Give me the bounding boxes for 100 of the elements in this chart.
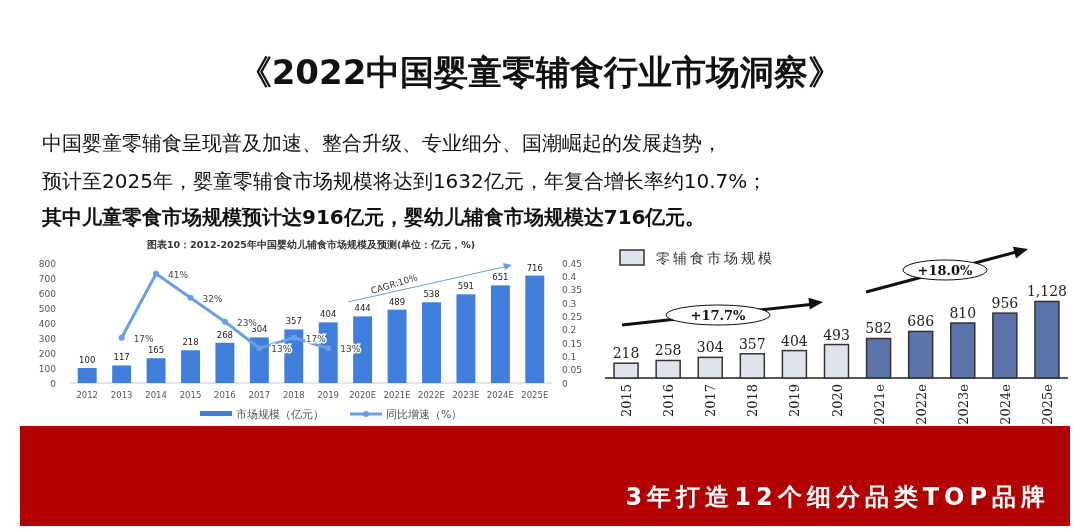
x-tick-label: 2015 (179, 390, 202, 400)
x-tick-label: 2020 (829, 384, 845, 418)
x-tick-label: 2023e (955, 383, 971, 425)
data-label: 1,128 (1026, 283, 1067, 300)
x-tick-label: 2022E (417, 390, 446, 400)
x-tick-label: 2019 (787, 384, 803, 418)
bar (215, 342, 235, 383)
x-tick-label: 2025E (521, 390, 549, 400)
data-label: 218 (612, 345, 640, 362)
y2-tick-label: 0.2 (562, 325, 577, 336)
annotation: +17.7% (690, 308, 747, 323)
text: 预计至2025年，婴童零辅食市场规模将达到1632亿元，年复合增长率约10.7%； (42, 169, 768, 193)
text: 其中儿童零食市场规模预计达916亿元，婴幼儿辅食市场规模达716亿元。 (41, 205, 706, 229)
bar (77, 368, 97, 383)
text: 3年打造12个细分品类TOP品牌 (625, 483, 1050, 511)
data-label: 117 (113, 352, 130, 363)
data-label: 493 (823, 326, 850, 343)
bar (249, 337, 269, 383)
bar (146, 358, 166, 383)
x-tick-label: 2016 (661, 384, 677, 418)
data-label: 810 (949, 305, 977, 322)
x-tick-label: 2025e (1039, 383, 1055, 425)
y2-tick-label: 0 (562, 378, 568, 389)
x-tick-label: 2017 (248, 390, 271, 400)
x-tick-label: 2020E (349, 390, 377, 400)
point (325, 345, 332, 352)
bar (422, 302, 441, 383)
data-label: 444 (354, 303, 371, 314)
legend-label: 同比增速（%） (386, 408, 463, 421)
bar (992, 312, 1018, 379)
y2-tick-label: 0.25 (562, 311, 583, 322)
point (256, 345, 263, 352)
y2-tick-label: 0.3 (562, 298, 577, 309)
y-tick-label: 600 (38, 288, 57, 299)
bar (112, 365, 132, 383)
y2-tick-label: 0.15 (562, 338, 583, 349)
y-tick-label: 0 (50, 378, 57, 389)
data-label: 591 (457, 281, 475, 292)
y-tick-label: 100 (38, 363, 57, 374)
data-label: 17% (133, 333, 155, 344)
bar (739, 353, 766, 379)
x-tick-label: 2021E (383, 390, 411, 400)
y2-tick-label: 0.4 (562, 271, 577, 282)
x-tick-label: 2023E (452, 390, 480, 400)
data-label: 268 (216, 329, 234, 340)
y2-tick-label: 0.1 (562, 351, 577, 362)
x-tick-label: 2015 (619, 384, 635, 418)
text: +18.0% (917, 263, 974, 278)
x-tick-label: 2024E (486, 390, 514, 400)
data-label: 489 (388, 296, 406, 307)
legend-label: 零辅食市场规模 (656, 250, 775, 266)
y-tick-label: 800 (38, 258, 57, 269)
y2-tick-label: 0.35 (562, 285, 583, 296)
data-label: 404 (781, 332, 808, 349)
x-tick-label: 2018 (745, 384, 761, 418)
chart-title: 图表10：2012-2025年中国婴幼儿辅食市场规模及预测(单位：亿元，%) (146, 239, 476, 250)
x-tick-label: 2019 (317, 390, 340, 400)
bar (613, 362, 639, 379)
x-tick-label: 2013 (110, 390, 133, 400)
text: 中国婴童零辅食呈现普及加速、整合升级、专业细分、国潮崛起的发展趋势， (42, 131, 722, 155)
y-tick-label: 300 (38, 333, 57, 344)
y-tick-label: 700 (38, 273, 57, 284)
data-label: 218 (182, 337, 199, 348)
data-label: 404 (320, 309, 337, 320)
y-tick-label: 200 (38, 348, 57, 359)
bar (1034, 300, 1060, 379)
data-label: 716 (526, 262, 543, 273)
y-tick-label: 500 (38, 303, 57, 314)
x-tick-label: 2022e (913, 383, 929, 425)
point (118, 334, 125, 341)
x-tick-label: 2017 (703, 384, 719, 418)
x-tick-label: 2021e (871, 383, 887, 425)
data-label: 304 (696, 339, 724, 356)
legend-label: 市场规模（亿元） (236, 408, 324, 421)
data-label: 582 (865, 320, 892, 337)
x-tick-label: 2012 (76, 390, 99, 400)
point (221, 318, 228, 325)
data-label: 651 (492, 272, 509, 283)
bar (697, 356, 723, 379)
y2-tick-label: 0.05 (562, 365, 583, 376)
bar (655, 359, 681, 379)
bar (490, 285, 510, 383)
point (153, 270, 160, 277)
x-tick-label: 2024e (997, 383, 1013, 425)
bar (823, 343, 850, 379)
bar (907, 330, 934, 379)
data-label: 357 (738, 335, 766, 352)
bar (525, 275, 545, 383)
bar (181, 350, 200, 383)
bar (865, 337, 892, 379)
data-label: 686 (907, 313, 935, 330)
x-tick-label: 2016 (214, 390, 236, 400)
point (290, 334, 297, 341)
bar (387, 309, 407, 383)
bar (456, 294, 476, 383)
data-label: 41% (168, 269, 189, 280)
y-tick-label: 400 (38, 318, 57, 329)
bar (781, 349, 808, 379)
point (187, 294, 194, 301)
x-tick-label: 2018 (282, 390, 305, 400)
